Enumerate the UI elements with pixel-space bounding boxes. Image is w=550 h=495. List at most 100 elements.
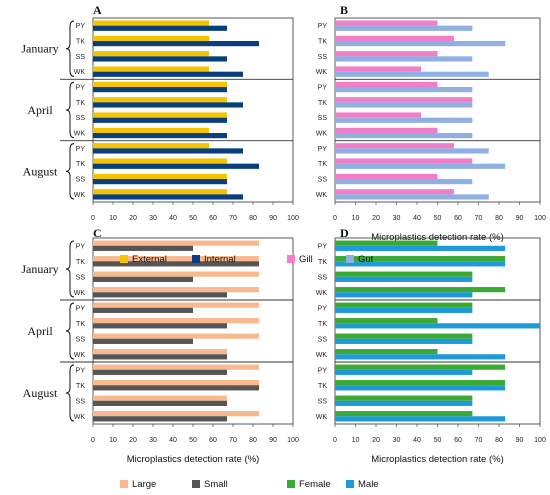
bar-c-small: [93, 245, 193, 251]
legend-swatch-gut: [346, 255, 354, 263]
panel-d-x-tick-label: 60: [454, 437, 462, 444]
bar-c-large: [93, 395, 227, 401]
site-label-py: PY: [76, 243, 86, 250]
bar-a-external: [93, 20, 209, 26]
site-label-ss: SS: [76, 336, 86, 343]
panel-a-x-tick-label: 20: [129, 215, 137, 222]
site-label-tk: TK: [318, 259, 327, 266]
site-label-py: PY: [318, 243, 328, 250]
panel-b-x-tick-label: 80: [495, 215, 503, 222]
panel-b-x-tick-label: 50: [434, 215, 442, 222]
bar-d-female: [335, 271, 473, 277]
site-label-wk: WK: [316, 69, 328, 76]
panel-b-x-tick-label: 30: [393, 215, 401, 222]
bar-b-gut: [335, 102, 473, 108]
bar-c-small: [93, 400, 227, 406]
legend-label-gill: Gill: [299, 254, 313, 265]
month-brace: [65, 81, 75, 139]
bar-c-small: [93, 276, 193, 282]
panel-b-x-tick-label: 20: [372, 215, 380, 222]
panel-d-x-tick-label: 80: [495, 437, 503, 444]
panel-b-x-tick-label: 40: [413, 215, 421, 222]
panel-b-x-tick-label: 70: [475, 215, 483, 222]
bar-c-large: [93, 318, 259, 324]
month-label-august: August: [23, 386, 58, 400]
site-label-ss: SS: [76, 115, 86, 122]
legend-swatch-gill: [287, 255, 295, 263]
bar-b-gut: [335, 117, 473, 123]
panel-a-x-tick-label: 70: [229, 215, 237, 222]
site-label-wk: WK: [74, 192, 86, 199]
site-label-wk: WK: [74, 131, 86, 138]
bar-b-gill: [335, 189, 454, 195]
bar-d-female: [335, 240, 438, 246]
site-label-py: PY: [318, 367, 328, 374]
month-brace: [65, 240, 75, 298]
panel-a-x-tick-label: 90: [269, 215, 277, 222]
bar-d-male: [335, 292, 473, 298]
panel-c-x-tick-label: 10: [109, 437, 117, 444]
bar-a-external: [93, 112, 227, 118]
panel-a-x-tick-label: 40: [169, 215, 177, 222]
bar-d-female: [335, 256, 506, 262]
bar-b-gut: [335, 41, 506, 47]
panel-d-x-tick-label: 70: [475, 437, 483, 444]
site-label-ss: SS: [76, 54, 86, 61]
bar-b-gill: [335, 143, 454, 149]
bar-d-male: [335, 416, 506, 422]
bar-b-gill: [335, 127, 438, 133]
panel-d-x-tick-label: 30: [393, 437, 401, 444]
bar-c-large: [93, 256, 259, 262]
site-label-ss: SS: [318, 54, 328, 61]
bar-a-internal: [93, 41, 259, 47]
panel-c-x-axis-label: Microplastics detection rate (%): [127, 454, 260, 465]
site-label-py: PY: [76, 23, 86, 30]
bar-a-internal: [93, 194, 243, 200]
bar-b-gill: [335, 66, 422, 72]
site-label-tk: TK: [76, 161, 85, 168]
bar-b-gut: [335, 71, 489, 77]
panel-d-x-tick-label: 100: [534, 437, 546, 444]
bar-c-large: [93, 287, 259, 293]
panel-b-x-axis-label: Microplastics detection rate (%): [371, 232, 504, 243]
bar-b-gut: [335, 163, 506, 169]
bar-a-internal: [93, 71, 243, 77]
bar-d-male: [335, 369, 473, 375]
month-label-april: April: [27, 324, 53, 338]
bar-b-gill: [335, 97, 473, 103]
site-label-py: PY: [76, 85, 86, 92]
site-label-tk: TK: [318, 383, 327, 390]
site-label-ss: SS: [318, 177, 328, 184]
bar-d-female: [335, 380, 506, 386]
legend-label-internal: Internal: [204, 254, 236, 265]
panel-c-x-tick-label: 40: [169, 437, 177, 444]
month-label-january: January: [21, 262, 58, 276]
bar-c-large: [93, 302, 259, 308]
panel-a-x-tick-label: 60: [209, 215, 217, 222]
site-label-wk: WK: [74, 69, 86, 76]
bar-b-gut: [335, 194, 489, 200]
bar-c-large: [93, 380, 259, 386]
bar-c-small: [93, 323, 227, 329]
legend-label-small: Small: [204, 479, 228, 490]
bar-c-small: [93, 416, 227, 422]
legend-label-external: External: [132, 254, 167, 265]
bar-b-gut: [335, 148, 489, 154]
legend-label-female: Female: [299, 479, 331, 490]
month-brace: [65, 143, 75, 200]
panel-d-label: D: [340, 226, 349, 240]
panel-c-x-tick-label: 60: [209, 437, 217, 444]
bar-b-gut: [335, 179, 473, 185]
site-label-wk: WK: [316, 414, 328, 421]
bar-a-internal: [93, 25, 227, 31]
bar-b-gut: [335, 133, 473, 139]
bar-c-large: [93, 349, 227, 355]
bar-c-large: [93, 333, 259, 339]
panel-d-x-tick-label: 0: [333, 437, 337, 444]
panel-d-x-tick-label: 50: [434, 437, 442, 444]
site-label-py: PY: [318, 23, 328, 30]
bar-b-gill: [335, 35, 454, 41]
bar-d-female: [335, 364, 506, 370]
site-label-tk: TK: [76, 39, 85, 46]
bar-a-external: [93, 81, 227, 87]
